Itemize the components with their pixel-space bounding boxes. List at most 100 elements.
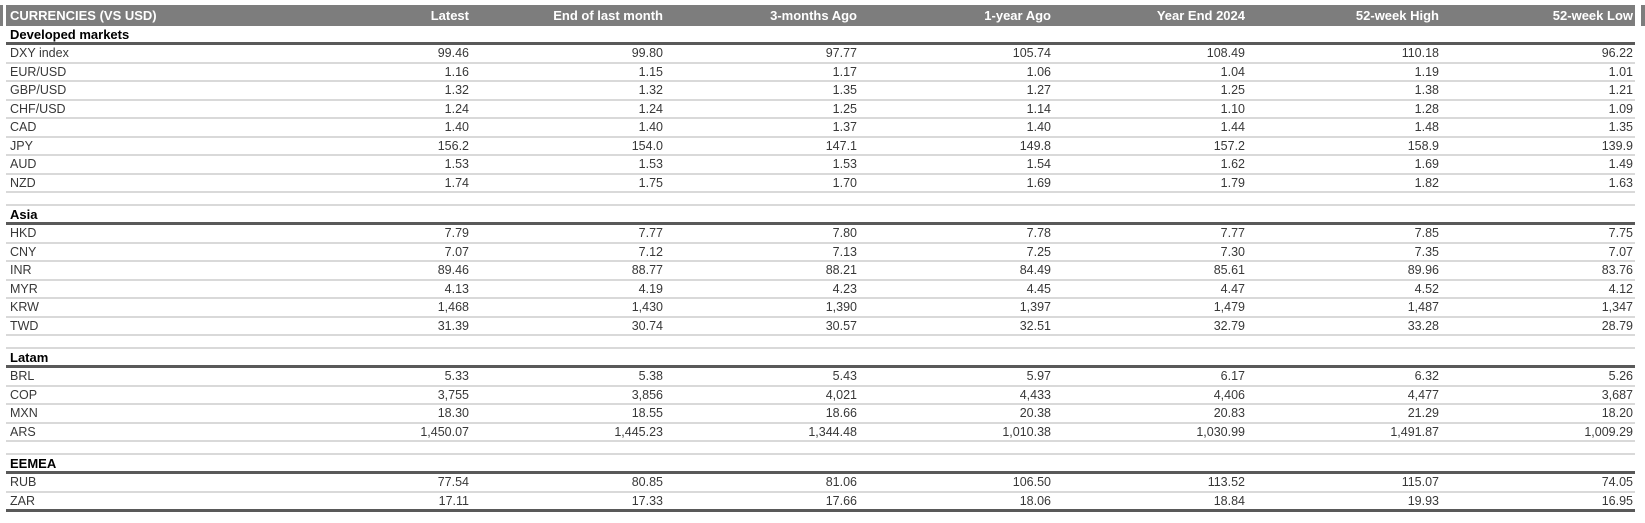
cell-value: 89.96 (1407, 263, 1439, 277)
cell-value: 1.75 (638, 175, 663, 190)
row-label: MYR (10, 281, 38, 296)
header-fragment-left (0, 5, 3, 26)
cell-value: 1,491.87 (1390, 424, 1439, 439)
cell-value: 4.13 (444, 281, 469, 296)
cell-value: 115.07 (1401, 475, 1439, 489)
cell-value: 21.29 (1407, 406, 1439, 420)
cell-value: 7.78 (1026, 226, 1051, 240)
table-row-mxn: MXN 18.30 18.55 18.66 20.38 20.83 21.29 18.20 (6, 405, 1635, 424)
cell-value: 4,021 (825, 387, 857, 402)
cell-value: 1.40 (638, 120, 663, 134)
table-header-row: CURRENCIES (VS USD) Latest End of last mo… (6, 5, 1635, 26)
row-label: COP (10, 387, 38, 402)
cell-value: 20.38 (1019, 406, 1051, 420)
cell-value: 4.19 (638, 281, 663, 296)
row-label: BRL (10, 369, 35, 383)
row-label: AUD (10, 157, 37, 171)
cell-value: 1.53 (638, 157, 663, 171)
cell-value: 156.2 (437, 138, 469, 153)
table-row-eur-usd: EUR/USD 1.16 1.15 1.17 1.06 1.04 1.19 1.01 (6, 64, 1635, 82)
cell-value: 1,430 (631, 300, 663, 314)
cell-value: 17.66 (825, 493, 857, 508)
table-row-ars: ARS 1,450.07 1,445.23 1,344.48 1,010.38 1,030… (6, 424, 1635, 442)
table-row-twd: TWD 31.39 30.74 30.57 32.51 32.79 33.28 28.79 (6, 318, 1635, 336)
section-spacer (6, 193, 1635, 206)
column-header-latest: Latest (430, 8, 469, 23)
cell-value: 1.44 (1220, 120, 1245, 134)
cell-value: 1.54 (1026, 157, 1051, 171)
section-header-eemea: EEMEA (6, 455, 1635, 474)
cell-value: 83.76 (1601, 263, 1633, 277)
row-label: DXY index (10, 46, 69, 60)
cell-value: 1.27 (1026, 83, 1051, 97)
cell-value: 5.38 (638, 369, 663, 383)
cell-value: 1,468 (437, 300, 469, 314)
cell-value: 1.69 (1414, 157, 1439, 171)
cell-value: 1.14 (1026, 101, 1051, 116)
cell-value: 1.19 (1414, 64, 1439, 79)
cell-value: 7.85 (1414, 226, 1439, 240)
cell-value: 30.74 (631, 318, 663, 333)
section-header-latam: Latam (6, 349, 1635, 368)
cell-value: 30.57 (825, 318, 857, 333)
column-header-year-end-2024: Year End 2024 (1156, 8, 1245, 23)
cell-value: 18.84 (1213, 493, 1245, 508)
cell-value: 1,347 (1601, 300, 1633, 314)
cell-value: 1.01 (1608, 64, 1633, 79)
cell-value: 1.38 (1414, 83, 1439, 97)
cell-value: 1,010.38 (1002, 424, 1051, 439)
cell-value: 1.82 (1414, 175, 1439, 190)
table-row-chf-usd: CHF/USD 1.24 1.24 1.25 1.14 1.10 1.28 1.09 (6, 101, 1635, 119)
cell-value: 1.69 (1026, 175, 1051, 190)
cell-value: 99.80 (631, 46, 663, 60)
cell-value: 31.39 (437, 318, 469, 333)
cell-value: 7.30 (1220, 244, 1245, 259)
cell-value: 1.35 (1608, 120, 1633, 134)
cell-value: 1,450.07 (420, 424, 469, 439)
cell-value: 99.46 (437, 46, 469, 60)
cell-value: 7.07 (1608, 244, 1633, 259)
cell-value: 18.55 (631, 406, 663, 420)
table-row-gbp-usd: GBP/USD 1.32 1.32 1.35 1.27 1.25 1.38 1.21 (6, 82, 1635, 101)
table-row-aud: AUD 1.53 1.53 1.53 1.54 1.62 1.69 1.49 (6, 156, 1635, 175)
cell-value: 77.54 (437, 475, 469, 489)
cell-value: 1.32 (638, 83, 663, 97)
cell-value: 106.50 (1012, 475, 1051, 489)
table-row-cny: CNY 7.07 7.12 7.13 7.25 7.30 7.35 7.07 (6, 244, 1635, 262)
cell-value: 1.79 (1220, 175, 1245, 190)
table-row-nzd: NZD 1.74 1.75 1.70 1.69 1.79 1.82 1.63 (6, 175, 1635, 193)
column-header-3-months-ago: 3-months Ago (770, 8, 857, 23)
cell-value: 20.83 (1213, 406, 1245, 420)
cell-value: 1.62 (1220, 157, 1245, 171)
row-label: MXN (10, 406, 38, 420)
section-header-developed-markets: Developed markets (6, 26, 1635, 45)
cell-value: 4.52 (1414, 281, 1439, 296)
row-label: KRW (10, 300, 39, 314)
table-row-rub: RUB 77.54 80.85 81.06 106.50 113.52 115.07 74.0… (6, 474, 1635, 493)
row-label: GBP/USD (10, 83, 67, 97)
cell-value: 157.2 (1213, 138, 1245, 153)
cell-value: 147.1 (825, 138, 857, 153)
cell-value: 7.13 (832, 244, 857, 259)
cell-value: 16.95 (1601, 493, 1633, 508)
cell-value: 1.37 (832, 120, 857, 134)
cell-value: 18.30 (437, 406, 469, 420)
table-row-jpy: JPY 156.2 154.0 147.1 149.8 157.2 158.9 139.9 (6, 138, 1635, 156)
cell-value: 1,344.48 (808, 424, 857, 439)
cell-value: 3,856 (631, 387, 663, 402)
cell-value: 113.52 (1207, 475, 1245, 489)
column-header-52-week-low: 52-week Low (1552, 8, 1633, 23)
cell-value: 1.70 (832, 175, 857, 190)
cell-value: 81.06 (825, 475, 857, 489)
cell-value: 32.51 (1019, 318, 1051, 333)
row-label: ARS (10, 424, 36, 439)
cell-value: 1.21 (1608, 83, 1633, 97)
table-body: Developed markets DXY index 99.46 99.80 97.7… (6, 26, 1635, 512)
cell-value: 1.53 (444, 157, 469, 171)
column-header-end-of-last-month: End of last month (553, 8, 663, 23)
cell-value: 1.25 (1220, 83, 1245, 97)
cell-value: 1.24 (638, 101, 663, 116)
section-spacer (6, 442, 1635, 455)
cell-value: 1.15 (638, 64, 663, 79)
